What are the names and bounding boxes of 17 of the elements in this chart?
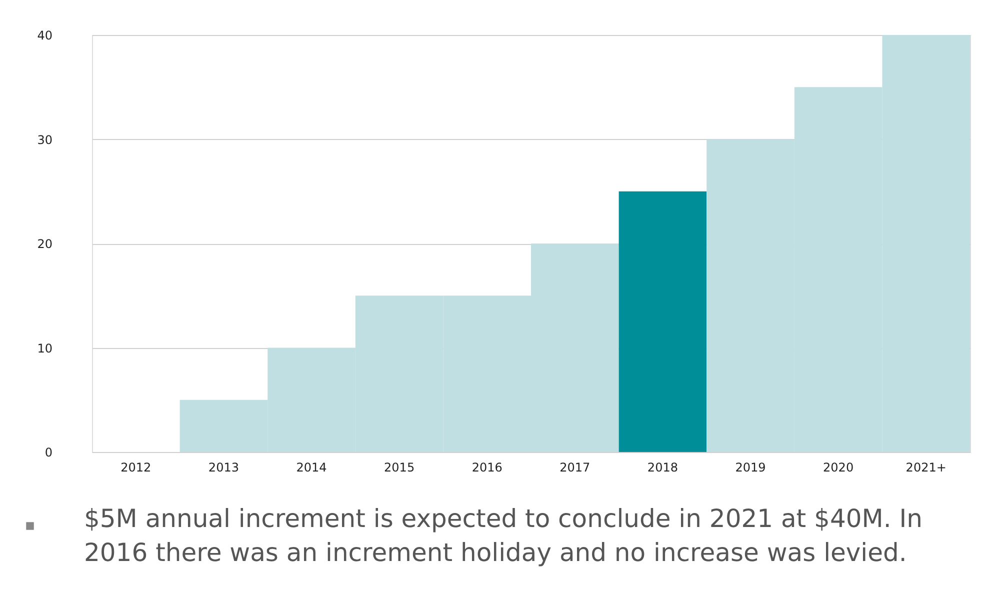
y-tick-label: 20 bbox=[37, 237, 52, 251]
x-tick-label: 2017 bbox=[560, 460, 590, 474]
x-tick-label: 2019 bbox=[735, 460, 766, 474]
y-tick-label: 0 bbox=[44, 446, 52, 460]
x-tick-label: 2018 bbox=[647, 460, 678, 474]
x-tick-label: 2014 bbox=[296, 460, 327, 474]
x-tick-label: 2015 bbox=[384, 460, 415, 474]
x-tick-label: 2020 bbox=[823, 460, 854, 474]
y-tick-label: 10 bbox=[37, 341, 52, 356]
x-tick-label: 2013 bbox=[208, 460, 239, 474]
x-tick-label: 2021+ bbox=[906, 460, 946, 474]
x-tick-label: 2012 bbox=[120, 460, 152, 474]
text: $5M annual increment is expected to conclude in 2021 at $40M. In 2016 there was an increment holiday and no increase was levied. bbox=[84, 504, 922, 567]
bar bbox=[618, 191, 707, 452]
y-tick-label: 30 bbox=[37, 132, 52, 147]
y-tick-label: 40 bbox=[37, 28, 52, 42]
x-tick-label: 2016 bbox=[472, 460, 502, 474]
